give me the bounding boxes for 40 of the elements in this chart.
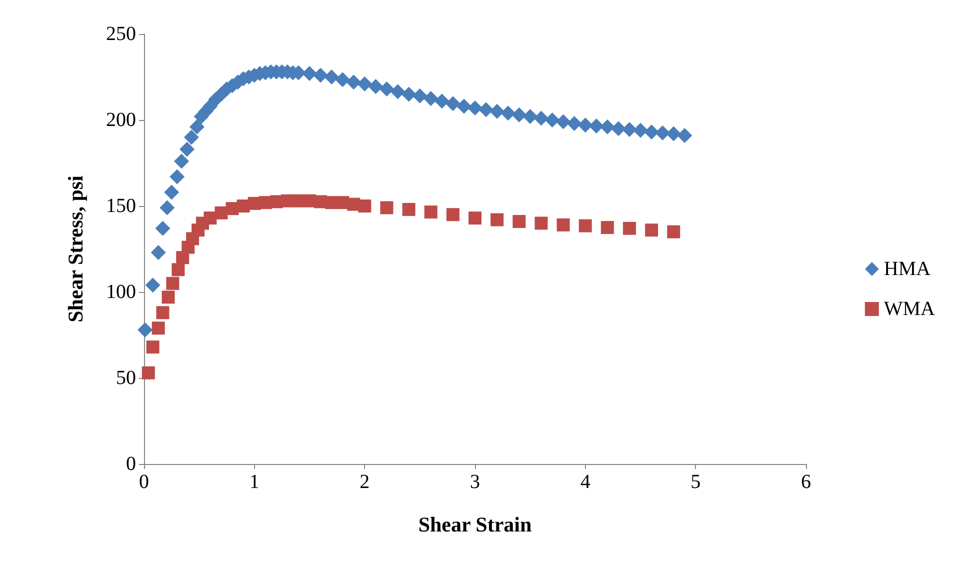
point xyxy=(645,224,658,237)
x-tick-label: 1 xyxy=(249,471,260,493)
y-tick-label: 150 xyxy=(106,195,136,217)
point xyxy=(468,212,482,225)
y-axis-title: Shear Stress, psi xyxy=(64,175,88,322)
x-tick-label: 5 xyxy=(690,471,701,493)
point xyxy=(446,208,460,222)
point xyxy=(600,221,614,234)
point xyxy=(358,200,372,212)
x-axis-title: Shear Strain xyxy=(418,512,532,536)
point xyxy=(622,222,636,235)
x-tick-label: 6 xyxy=(801,471,811,493)
point xyxy=(142,366,155,380)
point xyxy=(204,212,217,225)
x-tick-label: 4 xyxy=(580,471,590,493)
legend-label: WMA xyxy=(884,298,936,320)
point xyxy=(152,322,165,335)
y-tick-label: 250 xyxy=(106,23,136,45)
point xyxy=(166,276,180,290)
point xyxy=(490,213,504,226)
point xyxy=(172,263,185,276)
y-tick-label: 200 xyxy=(106,109,136,131)
point xyxy=(156,306,170,320)
point xyxy=(512,214,526,228)
point xyxy=(556,218,570,232)
point xyxy=(578,219,592,232)
point xyxy=(402,202,416,216)
legend-label: HMA xyxy=(884,258,932,280)
point xyxy=(424,206,438,219)
x-tick-label: 2 xyxy=(360,471,370,493)
point xyxy=(667,225,680,238)
y-tick-label: 0 xyxy=(126,453,136,475)
point xyxy=(214,206,228,220)
y-tick-label: 100 xyxy=(106,281,136,303)
point xyxy=(146,340,160,354)
point xyxy=(380,201,394,214)
x-tick-label: 3 xyxy=(470,471,480,493)
y-tick-label: 50 xyxy=(116,367,136,389)
point xyxy=(162,290,175,304)
point xyxy=(534,216,548,230)
